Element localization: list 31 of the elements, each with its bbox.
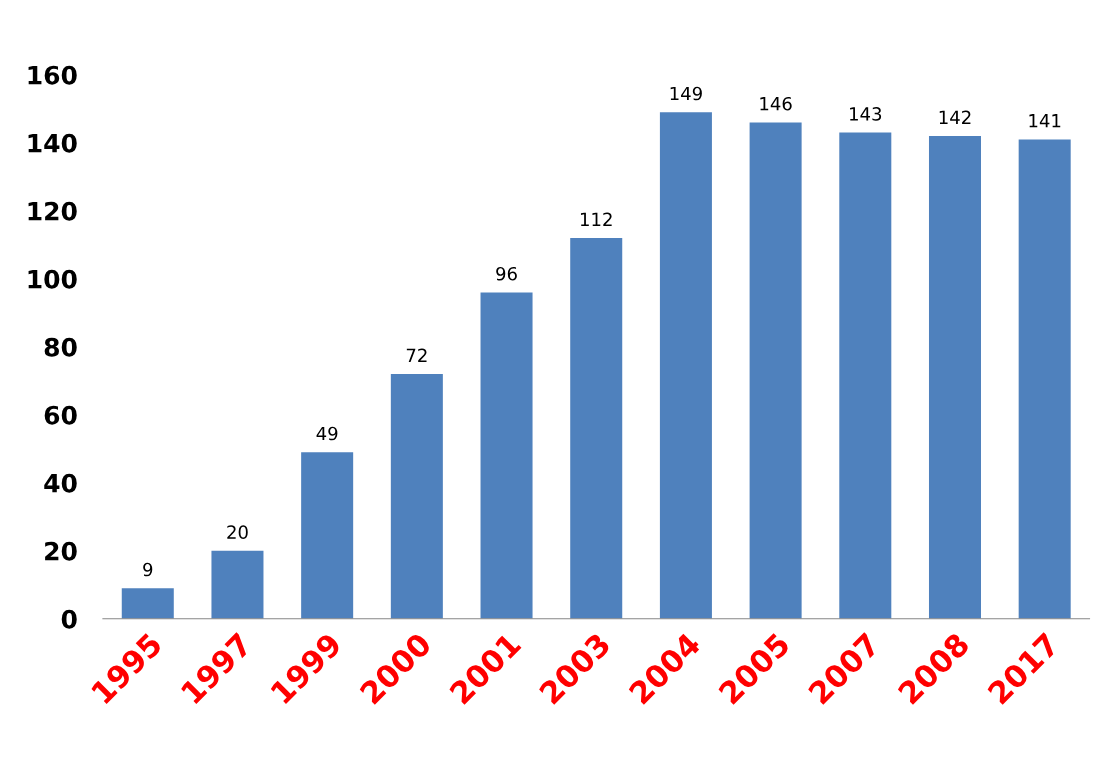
bar bbox=[301, 452, 354, 619]
data-label: 143 bbox=[850, 107, 882, 121]
data-label: 9 bbox=[143, 562, 153, 577]
data-label: 142 bbox=[939, 110, 971, 124]
data-label: 72 bbox=[406, 348, 427, 362]
bar bbox=[749, 122, 802, 619]
y-tick-label: 140 bbox=[28, 133, 77, 153]
data-label: 146 bbox=[760, 96, 792, 111]
bar bbox=[1018, 139, 1071, 619]
bar bbox=[928, 135, 981, 619]
y-tick-label: 80 bbox=[44, 337, 77, 357]
y-tick-label: 100 bbox=[28, 269, 77, 289]
bar bbox=[659, 112, 712, 619]
bar bbox=[839, 132, 892, 619]
bar bbox=[211, 550, 264, 619]
bar bbox=[570, 237, 623, 619]
y-tick-label: 60 bbox=[44, 405, 77, 425]
y-tick-label: 0 bbox=[61, 609, 77, 629]
data-label: 49 bbox=[316, 426, 338, 441]
data-label: 96 bbox=[496, 266, 517, 281]
data-label: 112 bbox=[580, 212, 612, 226]
y-tick-label: 120 bbox=[28, 201, 77, 221]
bar bbox=[121, 588, 174, 619]
bar bbox=[390, 373, 443, 619]
y-tick-label: 20 bbox=[45, 541, 77, 561]
bar bbox=[480, 292, 533, 619]
data-label: 149 bbox=[670, 86, 702, 101]
y-tick-label: 160 bbox=[28, 65, 77, 85]
data-label: 20 bbox=[227, 525, 248, 539]
data-label: 141 bbox=[1029, 114, 1061, 128]
y-tick-label: 40 bbox=[44, 473, 77, 493]
